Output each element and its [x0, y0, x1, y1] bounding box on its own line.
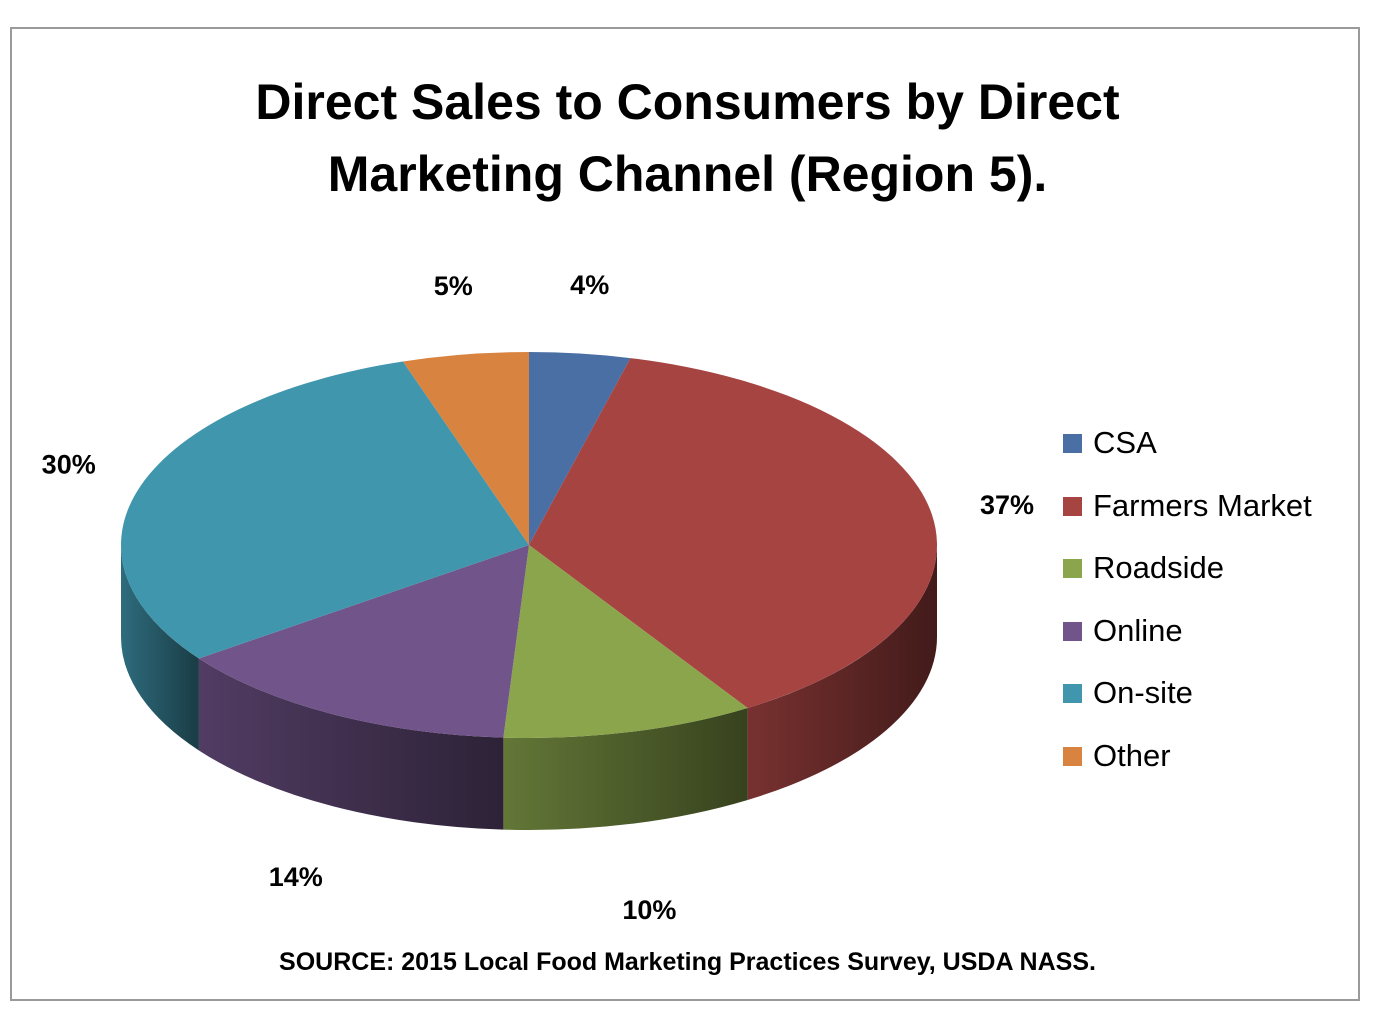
data-label-csa: 4%	[570, 270, 609, 300]
data-label-online: 14%	[269, 862, 323, 892]
pie-side-online	[198, 658, 504, 830]
data-label-roadside: 10%	[622, 895, 676, 925]
pie-side-on-site	[121, 545, 199, 751]
source-note: SOURCE: 2015 Local Food Marketing Practi…	[279, 948, 1096, 976]
pie-slice-online	[198, 545, 529, 738]
pie-side-roadside	[503, 707, 748, 830]
chart-title-line-1: Direct Sales to Consumers by Direct	[255, 74, 1120, 130]
legend-swatch	[1063, 434, 1082, 453]
legend-label: On-site	[1093, 675, 1193, 711]
data-label-farmers-market: 37%	[980, 490, 1034, 520]
legend-swatch	[1063, 747, 1082, 766]
pie-slice-farmers-market	[529, 358, 937, 708]
legend-swatch	[1063, 684, 1082, 704]
data-label-on-site: 30%	[42, 450, 96, 480]
legend-label: Other	[1093, 738, 1171, 773]
pie-side-farmers-market	[747, 545, 937, 800]
legend-label: Roadside	[1093, 550, 1224, 586]
legend-swatch	[1063, 559, 1082, 579]
data-label-other: 5%	[434, 271, 473, 301]
pie-slice-csa	[529, 352, 631, 545]
pie-slice-on-site	[120, 361, 529, 659]
chart-title-line-2: Marketing Channel (Region 5).	[327, 146, 1048, 202]
pie-slice-other	[402, 352, 529, 545]
legend-label: Online	[1093, 612, 1183, 648]
legend-swatch	[1063, 496, 1082, 516]
chart-title: Direct Sales to Consumers by Direct Mark…	[0, 66, 1375, 210]
pie-slice-roadside	[503, 545, 748, 738]
legend-label: Farmers Market	[1093, 487, 1312, 523]
legend-swatch	[1063, 621, 1082, 641]
legend-label: CSA	[1093, 425, 1157, 460]
